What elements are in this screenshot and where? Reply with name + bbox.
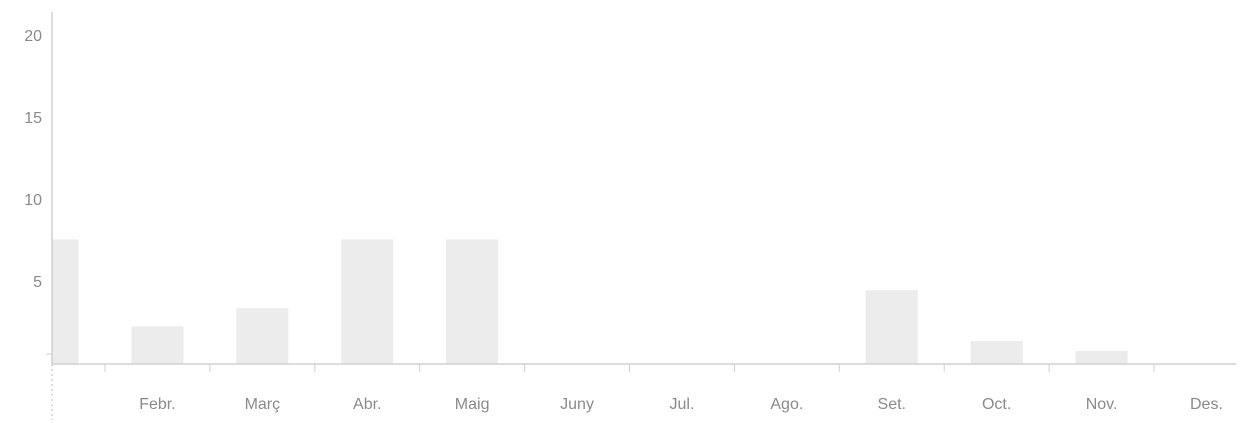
x-tick-label: Març	[245, 396, 281, 413]
x-tick-label: Abr.	[353, 396, 381, 413]
axes-layer	[46, 12, 1236, 420]
x-tick-label: Jul.	[669, 396, 694, 413]
bar	[52, 239, 79, 364]
bar	[236, 308, 289, 364]
x-tick-label: Febr.	[139, 396, 175, 413]
x-tick-label: Ago.	[770, 396, 803, 413]
bar	[446, 239, 499, 364]
bar	[341, 239, 394, 364]
bar	[131, 326, 184, 364]
x-tick-label: Maig	[455, 396, 490, 413]
labels-layer: 5 10 15 20 Febr. Març Abr. Maig Juny Jul. Ago. Set.…	[24, 28, 1223, 413]
bar	[865, 290, 918, 364]
y-tick-label: 15	[24, 110, 42, 127]
y-tick-label: 20	[24, 28, 42, 45]
y-tick-label: 5	[33, 274, 42, 291]
bar	[970, 341, 1023, 364]
bars-layer	[52, 239, 1128, 364]
x-tick-label: Set.	[878, 396, 906, 413]
bar	[1075, 350, 1128, 364]
x-tick-label: Des.	[1190, 396, 1223, 413]
y-tick-label: 10	[24, 192, 42, 209]
x-tick-label: Oct.	[982, 396, 1011, 413]
x-tick-label: Juny	[560, 396, 594, 413]
x-tick-label: Nov.	[1086, 396, 1118, 413]
